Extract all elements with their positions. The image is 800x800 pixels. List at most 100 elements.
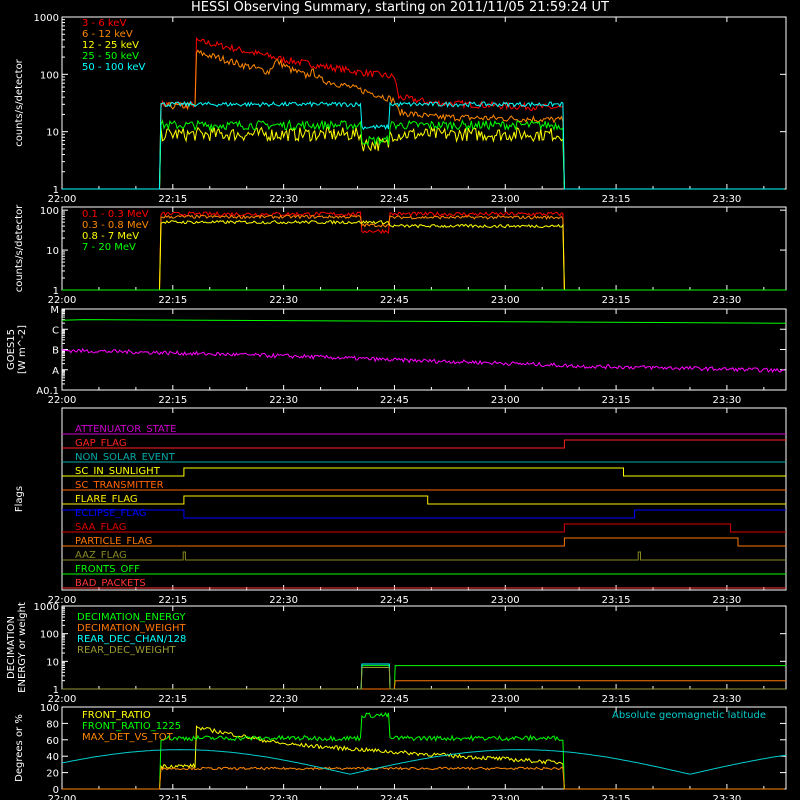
panel-lightcurve_high: 22:00 22:15 22:30 22:45 23:00 23:15 23:30 count… bbox=[14, 204, 787, 306]
y-axis-label: counts/s/detector bbox=[14, 58, 25, 146]
panel-frame bbox=[61, 16, 787, 190]
x-tick-label: 23:15 bbox=[602, 295, 631, 306]
flag-label-sc-in-sunlight: SC_IN_SUNLIGHT bbox=[75, 466, 161, 477]
legend-entry-0-3-0-8-mev: 0.3 - 0.8 MeV bbox=[82, 220, 149, 231]
legend-entry-12-25-kev: 12 - 25 keV bbox=[82, 40, 139, 51]
legend-entry-3-6-kev: 3 - 6 keV bbox=[82, 18, 126, 29]
legend-entry-decimation-weight: DECIMATION_WEIGHT bbox=[77, 623, 186, 634]
flag-label-fronts-off: FRONTS_OFF bbox=[75, 564, 140, 575]
x-tick-label: 22:30 bbox=[269, 794, 298, 800]
flag-line-flare-flag bbox=[62, 495, 786, 505]
x-tick-label: 22:15 bbox=[158, 395, 187, 406]
y-tick-label: 60 bbox=[46, 736, 59, 747]
panel-goes: 22:00 22:15 22:30 22:45 23:00 23:15 23:30 GOES1… bbox=[6, 305, 787, 406]
x-tick-label: 22:00 bbox=[48, 295, 77, 306]
series-line-0-1-0-3-mev bbox=[62, 210, 785, 291]
y-tick-label: 20 bbox=[46, 769, 59, 780]
flag-line-aaz-flag bbox=[62, 551, 786, 561]
y-tick-label: 100 bbox=[40, 206, 59, 217]
legend-entry-6-12-kev: 6 - 12 keV bbox=[82, 29, 133, 40]
panel-decimation: 22:00 22:15 22:30 22:45 23:00 23:15 23:30 DECIM… bbox=[6, 602, 787, 705]
series-line-decimation-weight bbox=[62, 680, 786, 690]
y-axis-label: counts/s/detector bbox=[14, 204, 25, 292]
legend-entry-max-det-vs-tot: MAX_DET_VS_TOT bbox=[82, 732, 174, 743]
panel-frame bbox=[61, 206, 787, 291]
x-tick-label: 22:15 bbox=[158, 595, 187, 606]
legend-entry-decimation-energy: DECIMATION_ENERGY bbox=[77, 612, 186, 623]
y-tick-label: 40 bbox=[46, 752, 59, 763]
series-line-rear-dec-weight bbox=[62, 667, 786, 690]
x-tick-label: 23:00 bbox=[491, 194, 520, 205]
y-tick-label: 80 bbox=[46, 719, 59, 730]
x-tick-label: 23:30 bbox=[712, 595, 741, 606]
x-tick-label: 22:00 bbox=[48, 694, 77, 705]
flag-label-gap-flag: GAP_FLAG bbox=[75, 438, 127, 449]
x-tick-label: 23:15 bbox=[602, 194, 631, 205]
flag-label-sc-transmitter: SC_TRANSMITTER bbox=[75, 480, 164, 491]
x-tick-label: 22:00 bbox=[48, 794, 77, 800]
x-tick-label: 23:30 bbox=[712, 194, 741, 205]
y-axis-label: DECIMATION bbox=[6, 616, 17, 679]
legend-entry-rear-dec-weight: REAR_DEC_WEIGHT bbox=[77, 645, 176, 656]
x-tick-label: 22:30 bbox=[269, 395, 298, 406]
x-tick-label: 23:15 bbox=[602, 694, 631, 705]
panel-frame bbox=[61, 706, 787, 790]
y-tick-label: A0.1 bbox=[36, 386, 59, 397]
x-tick-label: 23:30 bbox=[712, 694, 741, 705]
y-tick-label: 1000 bbox=[34, 13, 59, 24]
page-title: HESSI Observing Summary, starting on 201… bbox=[191, 0, 609, 15]
series-line-12-25-kev bbox=[62, 126, 785, 190]
x-tick-label: 22:15 bbox=[158, 694, 187, 705]
y-tick-label: 10 bbox=[46, 246, 59, 257]
x-tick-label: 22:45 bbox=[380, 194, 409, 205]
x-tick-label: 22:30 bbox=[269, 595, 298, 606]
y-axis-label: GOES15 bbox=[6, 329, 17, 370]
flag-line-sc-in-sunlight bbox=[62, 467, 786, 477]
y-tick-label: 100 bbox=[40, 630, 59, 641]
flag-label-aaz-flag: AAZ_FLAG bbox=[75, 550, 127, 561]
x-tick-label: 23:15 bbox=[602, 794, 631, 800]
x-tick-label: 22:15 bbox=[158, 295, 187, 306]
series-line-0-3-0-8-mev bbox=[62, 214, 785, 291]
x-tick-label: 23:00 bbox=[491, 794, 520, 800]
legend-entry-25-50-kev: 25 - 50 keV bbox=[82, 51, 139, 62]
x-tick-label: 22:15 bbox=[158, 194, 187, 205]
x-tick-label: 22:45 bbox=[380, 595, 409, 606]
panel-lightcurve_low: 22:00 22:15 22:30 22:45 23:00 23:15 23:30 count… bbox=[14, 13, 787, 205]
x-tick-label: 22:00 bbox=[48, 194, 77, 205]
x-tick-label: 23:30 bbox=[712, 295, 741, 306]
y-tick-label: B bbox=[52, 346, 59, 357]
legend-entry-0-8-7-mev: 0.8 - 7 MeV bbox=[82, 231, 139, 242]
flag-line-saa-flag bbox=[62, 523, 786, 533]
y-axis-label-units: [W m^-2] bbox=[17, 325, 28, 374]
y-tick-label: 100 bbox=[40, 703, 59, 714]
x-tick-label: 23:15 bbox=[602, 395, 631, 406]
x-tick-label: 23:30 bbox=[712, 395, 741, 406]
flag-label-attenuator-state: ATTENUATOR_STATE bbox=[75, 424, 176, 435]
flag-line-eclipse-flag bbox=[62, 509, 786, 519]
panel-ratios: 22:00 22:15 22:30 22:45 23:00 23:15 23:30 Degre… bbox=[14, 703, 787, 800]
y-tick-label: 1 bbox=[53, 685, 59, 696]
y-tick-label: C bbox=[52, 325, 59, 336]
flag-label-bad-packets: BAD_PACKETS bbox=[75, 578, 146, 589]
x-tick-label: 22:30 bbox=[269, 694, 298, 705]
y-tick-label: 10 bbox=[46, 128, 59, 139]
y-tick-label: 1 bbox=[53, 286, 59, 297]
x-tick-label: 22:15 bbox=[158, 794, 187, 800]
series-line-0-8-7-mev bbox=[62, 219, 785, 291]
x-tick-label: 22:45 bbox=[380, 295, 409, 306]
flag-label-non-solar-event: NON_SOLAR_EVENT bbox=[75, 452, 176, 463]
series-line-decimation-energy bbox=[62, 665, 786, 690]
legend-entry-50-100-kev: 50 - 100 keV bbox=[82, 62, 146, 73]
series-line-3-6-kev bbox=[62, 36, 785, 190]
x-tick-label: 23:00 bbox=[491, 395, 520, 406]
legend-entry-front-ratio-1225: FRONT_RATIO_1225 bbox=[82, 721, 181, 732]
x-tick-label: 23:00 bbox=[491, 694, 520, 705]
y-tick-label: 1000 bbox=[34, 602, 59, 613]
flag-label-saa-flag: SAA_FLAG bbox=[75, 522, 126, 533]
panel-frame bbox=[61, 407, 787, 591]
flag-label-particle-flag: PARTICLE_FLAG bbox=[75, 536, 152, 547]
x-tick-label: 22:45 bbox=[380, 794, 409, 800]
series-line-max-det-vs-tot bbox=[62, 765, 785, 790]
